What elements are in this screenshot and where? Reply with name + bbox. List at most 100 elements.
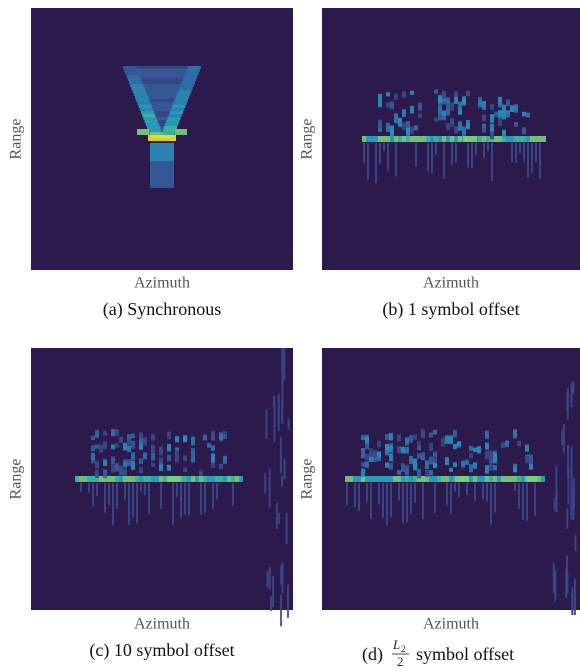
pixel <box>566 573 569 594</box>
pixel <box>451 143 453 165</box>
pixel <box>211 476 215 482</box>
pixel <box>435 143 437 155</box>
pixel <box>429 470 433 476</box>
pixel <box>438 107 442 115</box>
pixel <box>150 176 174 179</box>
pixel <box>519 143 521 153</box>
pixel <box>454 126 458 134</box>
pixel <box>537 476 541 482</box>
pixel <box>138 105 153 108</box>
pixel <box>455 143 457 163</box>
pixel <box>91 458 95 464</box>
pixel <box>281 402 284 424</box>
pixel <box>358 483 360 511</box>
pixel <box>446 123 450 131</box>
pixel <box>215 476 219 482</box>
pixel <box>170 108 185 111</box>
pixel <box>482 103 486 110</box>
pixel <box>527 143 529 178</box>
pixel <box>402 91 406 98</box>
pixel <box>365 453 369 461</box>
pixel <box>183 467 187 473</box>
pixel <box>570 446 573 483</box>
pixel <box>397 476 401 482</box>
pixel <box>527 476 537 482</box>
pixel <box>489 450 493 460</box>
pixel <box>469 464 473 473</box>
pixel <box>410 126 414 131</box>
pixel <box>483 143 485 159</box>
pixel <box>361 435 365 441</box>
y-label: Range <box>299 119 316 160</box>
pixel <box>574 534 577 552</box>
pixel <box>265 409 268 439</box>
pixel <box>525 444 529 452</box>
pixel <box>173 99 188 102</box>
pixel <box>455 476 469 482</box>
pixel <box>103 469 107 479</box>
pixel <box>167 454 171 462</box>
pixel <box>494 483 496 513</box>
pixel <box>353 476 357 482</box>
pixel <box>434 483 436 514</box>
pixel <box>378 102 382 108</box>
pixel <box>572 381 575 394</box>
pixel <box>203 434 207 441</box>
caption: (c) 10 symbol offset <box>89 640 234 661</box>
pixel <box>458 107 462 115</box>
pixel <box>442 90 446 99</box>
pixel <box>425 476 429 482</box>
pixel <box>127 446 131 453</box>
pixel <box>497 476 501 482</box>
pixel <box>570 382 573 407</box>
pixel <box>165 120 180 123</box>
pixel <box>183 476 187 482</box>
pixel <box>99 444 103 453</box>
pixel <box>386 136 390 142</box>
pixel <box>401 476 405 482</box>
pixel <box>91 476 95 482</box>
pixel <box>425 460 429 469</box>
pixel <box>534 483 536 516</box>
pixel <box>149 132 164 135</box>
y-label: Range <box>299 459 316 500</box>
pixel <box>223 476 227 482</box>
pixel <box>494 111 498 118</box>
pixel <box>517 476 521 482</box>
pixel <box>534 136 538 142</box>
pixel <box>442 136 446 142</box>
pixel <box>390 101 394 110</box>
pixel <box>191 436 195 446</box>
pixel <box>521 476 525 482</box>
pixel <box>442 115 446 121</box>
pixel <box>441 437 445 447</box>
pixel <box>450 102 454 111</box>
pixel <box>502 111 506 120</box>
pixel <box>458 121 462 129</box>
panel-d <box>322 348 580 616</box>
pixel <box>485 465 489 474</box>
pixel <box>398 483 400 501</box>
pixel <box>144 483 146 496</box>
pixel <box>554 569 557 602</box>
pixel <box>150 143 174 146</box>
pixel <box>159 446 163 456</box>
pixel <box>179 84 194 87</box>
pixel <box>146 93 178 96</box>
pixel <box>405 467 409 476</box>
pixel <box>522 127 526 135</box>
pixel <box>184 72 199 75</box>
pixel <box>446 102 450 109</box>
pixel <box>185 69 200 72</box>
pixel <box>178 87 193 90</box>
pixel <box>552 562 555 593</box>
pixel <box>167 431 171 440</box>
pixel <box>378 127 382 132</box>
pixel <box>466 90 470 97</box>
pixel <box>409 434 413 443</box>
pixel <box>485 476 489 482</box>
pixel <box>421 452 425 460</box>
pixel <box>429 432 433 438</box>
pixel <box>150 149 174 152</box>
